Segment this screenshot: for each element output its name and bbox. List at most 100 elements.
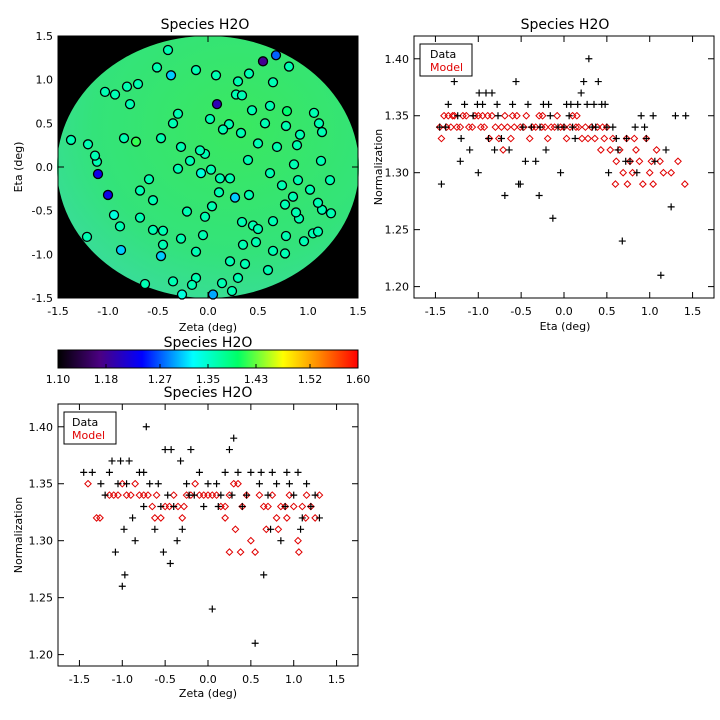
eta-model-point bbox=[645, 168, 654, 177]
map-x-tick-label: 0.0 bbox=[199, 305, 217, 318]
eta-data-point bbox=[623, 135, 631, 143]
eta-data-point bbox=[509, 100, 517, 108]
eta-model-point bbox=[464, 123, 473, 132]
map-station-point bbox=[291, 140, 303, 151]
map-station-point bbox=[210, 70, 222, 81]
eta-data-point bbox=[631, 123, 639, 131]
zeta-data-point bbox=[187, 446, 195, 454]
zeta-model-point bbox=[96, 514, 104, 522]
zeta-model-point bbox=[274, 525, 283, 534]
map-station-point bbox=[279, 199, 291, 210]
zeta-data-point bbox=[164, 491, 172, 499]
eta-y-tick-label: 1.30 bbox=[385, 167, 410, 180]
zeta-y-tick-label: 1.20 bbox=[29, 649, 54, 662]
zeta-model-point bbox=[114, 491, 122, 500]
map-station-point bbox=[280, 230, 292, 242]
zeta-data-point bbox=[151, 525, 159, 533]
zeta-model-point bbox=[236, 548, 245, 556]
map-station-point bbox=[315, 155, 327, 167]
map-y-label: Eta (deg) bbox=[12, 142, 25, 193]
zeta-data-point bbox=[283, 468, 291, 476]
eta-x-tick-label: -1.0 bbox=[468, 305, 489, 318]
zeta-data-point bbox=[230, 434, 238, 442]
eta-model-point bbox=[659, 168, 668, 177]
eta-model-point bbox=[462, 111, 471, 120]
zeta-model-point bbox=[139, 491, 148, 500]
zeta-model-point bbox=[199, 491, 208, 500]
zeta-y-tick-label: 1.25 bbox=[29, 592, 54, 605]
map-x-tick-label: -1.0 bbox=[97, 305, 118, 318]
map-station-point bbox=[118, 133, 130, 144]
eta-data-point bbox=[536, 123, 544, 131]
map-station-point bbox=[216, 278, 228, 289]
eta-data-point bbox=[642, 135, 650, 143]
zeta-data-point bbox=[255, 480, 263, 488]
zeta-model-point bbox=[156, 514, 165, 522]
eta-model-point bbox=[606, 146, 615, 154]
eta-model-point bbox=[572, 123, 580, 132]
map-station-point bbox=[204, 113, 216, 125]
eta-model-point bbox=[611, 180, 620, 188]
eta-data-point bbox=[609, 123, 617, 131]
eta-model-point bbox=[612, 157, 621, 166]
eta-model-point bbox=[628, 168, 637, 177]
eta-data-point bbox=[567, 100, 575, 108]
map-station-point bbox=[312, 197, 324, 208]
eta-model-point bbox=[674, 157, 682, 166]
zeta-model-point bbox=[264, 502, 272, 511]
zeta-model-point bbox=[246, 536, 255, 545]
map-station-point bbox=[232, 272, 244, 284]
eta-y-tick-label: 1.25 bbox=[385, 224, 410, 237]
eta-data-point bbox=[512, 78, 520, 86]
map-station-point bbox=[157, 225, 169, 236]
zeta-model-point bbox=[174, 502, 182, 511]
zeta-model-point bbox=[221, 514, 230, 522]
eta-data-point bbox=[571, 135, 579, 143]
zeta-data-point bbox=[154, 480, 162, 488]
colorbar-tick-label: 1.35 bbox=[196, 373, 221, 386]
eta-model-point bbox=[452, 123, 461, 132]
map-station-point bbox=[294, 129, 306, 140]
eta-data-point bbox=[450, 78, 458, 86]
eta-y-tick-label: 1.40 bbox=[385, 53, 410, 66]
eta-model-point bbox=[488, 111, 496, 120]
map-station-point bbox=[288, 159, 300, 170]
eta-data-point bbox=[560, 123, 568, 131]
map-station-point bbox=[65, 134, 77, 146]
zeta-data-point bbox=[123, 480, 131, 488]
map-station-point bbox=[264, 167, 276, 179]
map-y-tick-label: 1.0 bbox=[36, 74, 54, 87]
map-station-point bbox=[242, 154, 254, 166]
map-station-point bbox=[270, 50, 282, 61]
zeta-data-point bbox=[204, 480, 212, 488]
eta-x-tick-label: 1.5 bbox=[684, 305, 702, 318]
zeta-data-point bbox=[268, 468, 276, 476]
map-station-point bbox=[224, 256, 236, 267]
eta-model-point bbox=[519, 123, 528, 132]
eta-model-point bbox=[499, 146, 508, 154]
eta-x-tick-label: 0.5 bbox=[598, 305, 616, 318]
colorbar-tick-label: 1.60 bbox=[346, 373, 371, 386]
zeta-model-point bbox=[302, 491, 311, 500]
eta-data-point bbox=[641, 123, 649, 131]
zeta-data-point bbox=[185, 491, 193, 499]
map-station-point bbox=[257, 56, 269, 67]
eta-data-point bbox=[527, 123, 535, 131]
zeta-x-tick-label: 1.0 bbox=[285, 673, 303, 686]
eta-data-point bbox=[491, 146, 499, 154]
colorbar-tick-label: 1.52 bbox=[298, 373, 323, 386]
zeta-data-point bbox=[177, 457, 185, 465]
map-station-point bbox=[157, 239, 169, 250]
zeta-data-point bbox=[101, 491, 109, 499]
zeta-data-point bbox=[146, 480, 154, 488]
zeta-model-point bbox=[268, 491, 277, 500]
zeta-data-point bbox=[285, 480, 293, 488]
map-station-point bbox=[236, 216, 248, 228]
zeta-model-point bbox=[255, 491, 264, 500]
map-station-point bbox=[324, 174, 336, 186]
zeta-data-point bbox=[97, 480, 105, 488]
zeta-data-point bbox=[290, 491, 298, 499]
eta-data-point bbox=[603, 123, 611, 131]
zeta-data-point bbox=[311, 491, 319, 499]
eta-x-tick-label: -1.5 bbox=[425, 305, 446, 318]
